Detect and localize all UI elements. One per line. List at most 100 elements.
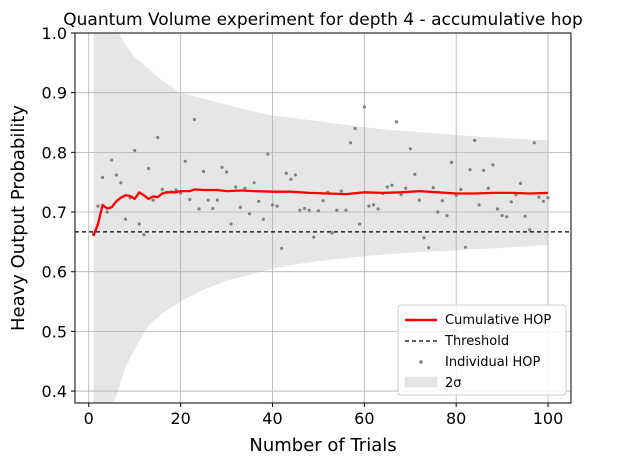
individual-hop-point (518, 181, 523, 185)
individual-hop-point (225, 170, 229, 174)
y-axis-label: Heavy Output Probability (8, 105, 29, 331)
individual-hop-point (468, 168, 472, 172)
individual-hop-point (243, 186, 247, 190)
individual-hop-point (202, 169, 206, 174)
x-ticks: 0 20 40 60 80 100 (84, 403, 563, 428)
individual-hop-point (119, 181, 123, 185)
individual-hop-point (293, 173, 297, 177)
legend: Cumulative HOP Threshold Individual HOP … (397, 304, 567, 396)
individual-hop-point (229, 222, 233, 226)
individual-hop-point (312, 235, 316, 239)
x-tick-label: 0 (84, 409, 94, 428)
y-tick-label: 0.9 (42, 84, 67, 103)
individual-hop-point (385, 185, 389, 189)
individual-hop-point (206, 198, 210, 202)
cumulative-hop-line (92, 188, 549, 237)
individual-hop-point (101, 175, 105, 179)
individual-hop-point (192, 117, 196, 122)
individual-hop-point (349, 141, 353, 145)
individual-hop-point (546, 196, 550, 200)
individual-hop-point (261, 217, 265, 221)
individual-hop-point (303, 206, 307, 211)
individual-hop-point (473, 138, 477, 142)
y-tick-label: 0.4 (42, 382, 67, 401)
individual-hop-point (358, 222, 362, 226)
individual-hop-point (344, 208, 348, 212)
y-tick-label: 0.6 (42, 263, 67, 282)
x-tick-label: 60 (354, 409, 374, 428)
individual-hop-point (445, 214, 449, 218)
y-ticks: 0.4 0.5 0.6 0.7 0.8 0.9 1.0 (42, 24, 75, 401)
legend-individual-label: Individual HOP (445, 355, 540, 370)
individual-hop-point (459, 187, 463, 191)
individual-hop-point (390, 183, 394, 187)
individual-hop-point (353, 126, 357, 131)
individual-hop-point (339, 189, 343, 193)
x-axis-label: Number of Trials (249, 435, 396, 456)
individual-hop-point (436, 210, 440, 214)
individual-hop-point (404, 186, 408, 190)
individual-hop-point (541, 199, 546, 203)
x-tick-label: 40 (262, 409, 282, 428)
individual-hop-point (280, 246, 284, 250)
individual-hop-point (413, 172, 417, 176)
individual-hop-point (257, 199, 261, 203)
individual-hop-point (482, 168, 486, 172)
individual-hop-point (266, 152, 270, 156)
individual-hop-point (137, 222, 141, 226)
individual-hop-point (247, 212, 252, 216)
individual-hop-point (431, 186, 435, 190)
individual-hop-point (188, 197, 192, 202)
individual-hop-point (110, 158, 114, 162)
individual-hop-point (316, 209, 320, 213)
legend-band-label: 2σ (445, 376, 462, 391)
individual-hop-point (362, 105, 366, 109)
individual-hop-point (105, 210, 109, 214)
plot-frame (74, 32, 572, 404)
individual-hop-point (146, 166, 151, 171)
x-tick-label: 20 (170, 409, 190, 428)
individual-hop-point (477, 203, 481, 207)
individual-hop-point (376, 207, 380, 211)
individual-hop-point (367, 204, 371, 208)
individual-hop-point (537, 195, 541, 199)
legend-threshold-label: Threshold (444, 334, 509, 349)
y-tick-label: 0.7 (42, 203, 67, 222)
individual-hop-point (523, 214, 527, 218)
individual-hop-point (422, 236, 426, 240)
individual-hop-point (491, 163, 495, 167)
individual-hop-point (114, 173, 118, 177)
individual-hop-point (417, 198, 421, 202)
x-tick-label: 80 (446, 409, 466, 428)
individual-hop-point (427, 246, 431, 250)
individual-hop-point (408, 147, 412, 151)
individual-hop-point (321, 199, 325, 203)
individual-hop-point (142, 233, 146, 237)
individual-hop-point (394, 120, 399, 124)
individual-hop-point (289, 177, 293, 181)
individual-hop-point (275, 204, 279, 208)
individual-hop-point (133, 149, 137, 153)
individual-hop-point (215, 198, 219, 202)
individual-hop-point (463, 245, 467, 249)
individual-hop-point (174, 188, 178, 192)
individual-hop-point (335, 208, 339, 212)
individual-hop-point (123, 217, 128, 221)
individual-hop-point (270, 203, 275, 207)
legend-box (397, 304, 567, 396)
individual-hop-point (151, 198, 155, 202)
chart-title: Quantum Volume experiment for depth 4 - … (63, 10, 583, 30)
individual-hop-point (234, 185, 238, 189)
individual-hop-point (252, 181, 256, 185)
individual-hop-point (156, 135, 160, 139)
legend-individual-swatch (419, 360, 423, 364)
individual-hop-point (330, 231, 334, 235)
individual-hop-point (450, 160, 454, 165)
y-tick-label: 1.0 (42, 24, 67, 43)
individual-hop-point (220, 165, 224, 169)
band-layer (93, 33, 548, 403)
individual-hop-point (238, 205, 242, 209)
legend-cumulative-label: Cumulative HOP (445, 313, 551, 328)
individual-hop-point (509, 200, 513, 204)
